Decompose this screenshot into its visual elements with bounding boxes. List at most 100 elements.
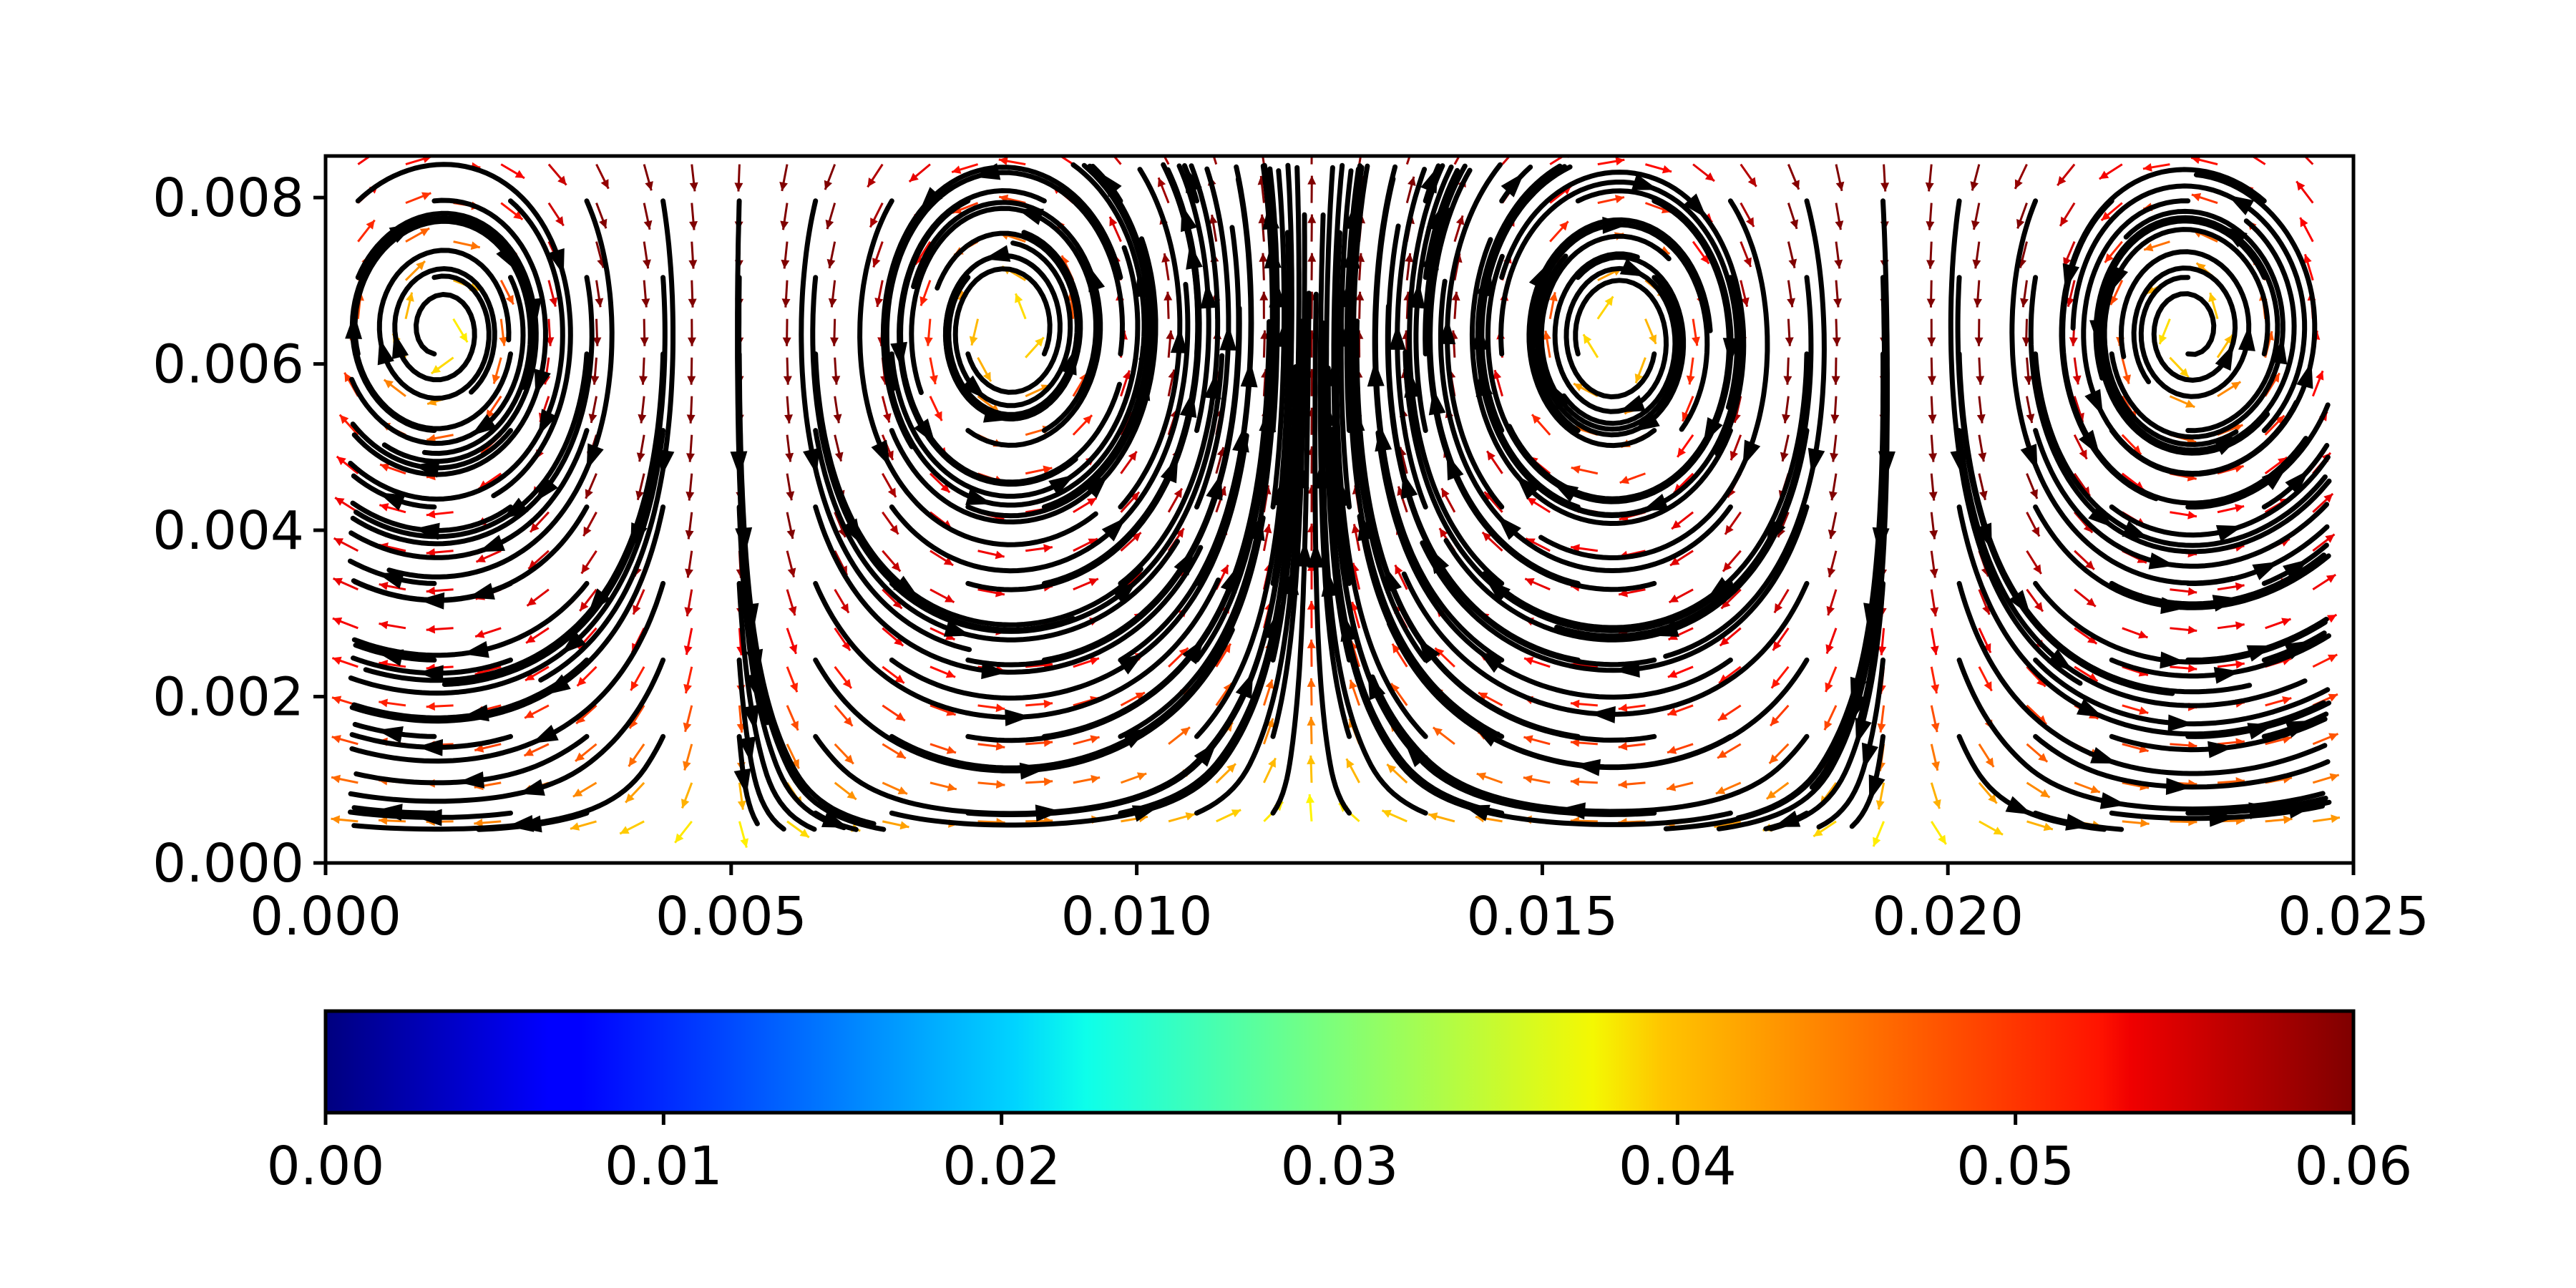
streamline-arrowhead xyxy=(1619,258,1647,277)
quiver-arrowhead xyxy=(1460,140,1468,150)
quiver-arrowhead xyxy=(570,822,580,831)
quiver-arrowhead xyxy=(2031,527,2039,537)
streamline-arrowhead xyxy=(547,248,565,275)
quiver-arrowhead xyxy=(895,712,905,721)
streamline-arrowhead xyxy=(560,630,587,655)
streamline-arrowhead xyxy=(502,497,529,519)
quiver-arrowhead xyxy=(894,637,904,646)
streamline-arrowhead xyxy=(2285,469,2310,494)
quiver-arrowhead xyxy=(1307,639,1316,648)
streamline-arrowhead xyxy=(377,338,394,366)
quiver-arrowhead xyxy=(344,372,353,383)
streamline-arrowhead xyxy=(1288,400,1306,426)
streamline-arrowhead xyxy=(2213,667,2241,684)
quiver-arrowhead xyxy=(1525,577,1535,586)
streamline-arrowhead xyxy=(1295,540,1313,567)
quiver-arrowhead xyxy=(1493,370,1502,380)
quiver-arrowhead xyxy=(1929,530,1938,540)
quiver-arrowhead xyxy=(1743,257,1752,267)
quiver-arrowhead xyxy=(1231,809,1241,818)
quiver-arrowhead xyxy=(2230,381,2241,391)
quiver-arrowhead xyxy=(1985,757,1994,767)
colorbar-tick-label: 0.06 xyxy=(2295,1136,2413,1197)
quiver-arrowhead xyxy=(525,672,535,680)
streamline-arrowhead xyxy=(1048,474,1075,496)
quiver-arrowhead xyxy=(2187,625,2197,635)
quiver-arrowhead xyxy=(1043,465,1053,474)
quiver-arrowhead xyxy=(675,833,684,843)
streamline-arrowhead xyxy=(2020,444,2038,471)
quiver-arrowhead xyxy=(1511,144,1520,153)
quiver-arrowhead xyxy=(1827,567,1836,577)
quiver-arrowhead xyxy=(1790,219,1799,229)
quiver-arrowhead xyxy=(1667,783,1677,791)
quiver-arrowhead xyxy=(1669,594,1679,602)
streamline-arrowhead xyxy=(1975,522,1992,550)
quiver-arrowhead xyxy=(1163,291,1173,301)
quiver-arrowhead xyxy=(874,298,884,307)
quiver-arrowhead xyxy=(1161,253,1171,263)
quiver-arrowhead xyxy=(1259,253,1268,262)
quiver-arrowhead xyxy=(2328,733,2338,741)
quiver-arrowhead xyxy=(2331,814,2340,824)
quiver-arrowhead xyxy=(1542,331,1551,341)
quiver-arrowhead xyxy=(585,489,593,499)
quiver-arrowhead xyxy=(889,525,899,535)
streamline-arrowhead xyxy=(1307,542,1325,568)
quiver-arrowhead xyxy=(1878,646,1887,655)
quiver-arrowhead xyxy=(2326,575,2336,583)
quiver-arrowhead xyxy=(419,228,430,237)
quiver-arrowhead xyxy=(828,298,837,308)
quiver-arrowhead xyxy=(740,838,749,848)
streamline-arrowhead xyxy=(2248,802,2275,819)
quiver-arrowhead xyxy=(628,756,638,767)
quiver-arrowhead xyxy=(2099,170,2109,180)
streamline-arrowhead xyxy=(1463,804,1491,821)
quiver-arrowhead xyxy=(785,452,794,462)
quiver-arrowhead xyxy=(1405,253,1414,263)
quiver-arrowhead xyxy=(1704,172,1715,182)
streamline-arrowhead xyxy=(1134,270,1151,298)
quiver-arrow xyxy=(1112,156,1122,165)
quiver-arrowhead xyxy=(1476,772,1487,781)
quiver-arrowhead xyxy=(1306,794,1315,804)
quiver-arrowhead xyxy=(2191,192,2202,202)
quiver-arrowhead xyxy=(2101,211,2111,221)
quiver-arrowhead xyxy=(1930,607,1939,617)
streamline-arrowhead xyxy=(2215,343,2234,371)
quiver-arrowhead xyxy=(1263,524,1272,534)
quiver-arrowhead xyxy=(737,800,746,810)
quiver-arrowhead xyxy=(2139,706,2149,715)
plot-frame xyxy=(323,154,2356,865)
quiver-arrowhead xyxy=(459,332,468,343)
quiver-arrowhead xyxy=(2235,504,2245,512)
quiver-arrowhead xyxy=(406,292,414,302)
streamline-arrowhead xyxy=(538,409,557,436)
quiver-arrowhead xyxy=(379,698,388,708)
quiver-arrowhead xyxy=(1307,175,1317,185)
streamline-arrowhead xyxy=(1344,203,1361,230)
streamline-arrowhead xyxy=(1282,360,1299,387)
quiver-arrowhead xyxy=(1179,648,1189,658)
quiver-arrowhead xyxy=(643,259,651,269)
quiver-arrowhead xyxy=(686,453,695,462)
streamline-arrowhead xyxy=(1633,411,1660,432)
quiver-arrowhead xyxy=(982,371,991,382)
streamline-arrowhead xyxy=(1084,474,1108,499)
quiver-arrow xyxy=(1212,156,1218,165)
quiver-arrowhead xyxy=(786,529,796,539)
quiver-arrowhead xyxy=(883,413,892,423)
quiver-arrowhead xyxy=(1136,772,1147,781)
quiver-arrowhead xyxy=(2271,373,2280,383)
quiver-arrowhead xyxy=(513,210,523,220)
streamline-arrowhead xyxy=(1618,395,1646,413)
quiver-arrowhead xyxy=(1349,679,1357,690)
quiver-arrowhead xyxy=(1524,656,1534,665)
streamline-arrowhead xyxy=(1516,474,1540,500)
streamline-arrowhead xyxy=(1101,517,1126,542)
streamline-arrowhead xyxy=(586,443,604,471)
streamline-arrowhead xyxy=(1551,384,1571,411)
quiver-arrowhead xyxy=(580,601,589,611)
quiver-arrowhead xyxy=(1972,259,1981,269)
streamline-arrowhead xyxy=(376,726,404,743)
